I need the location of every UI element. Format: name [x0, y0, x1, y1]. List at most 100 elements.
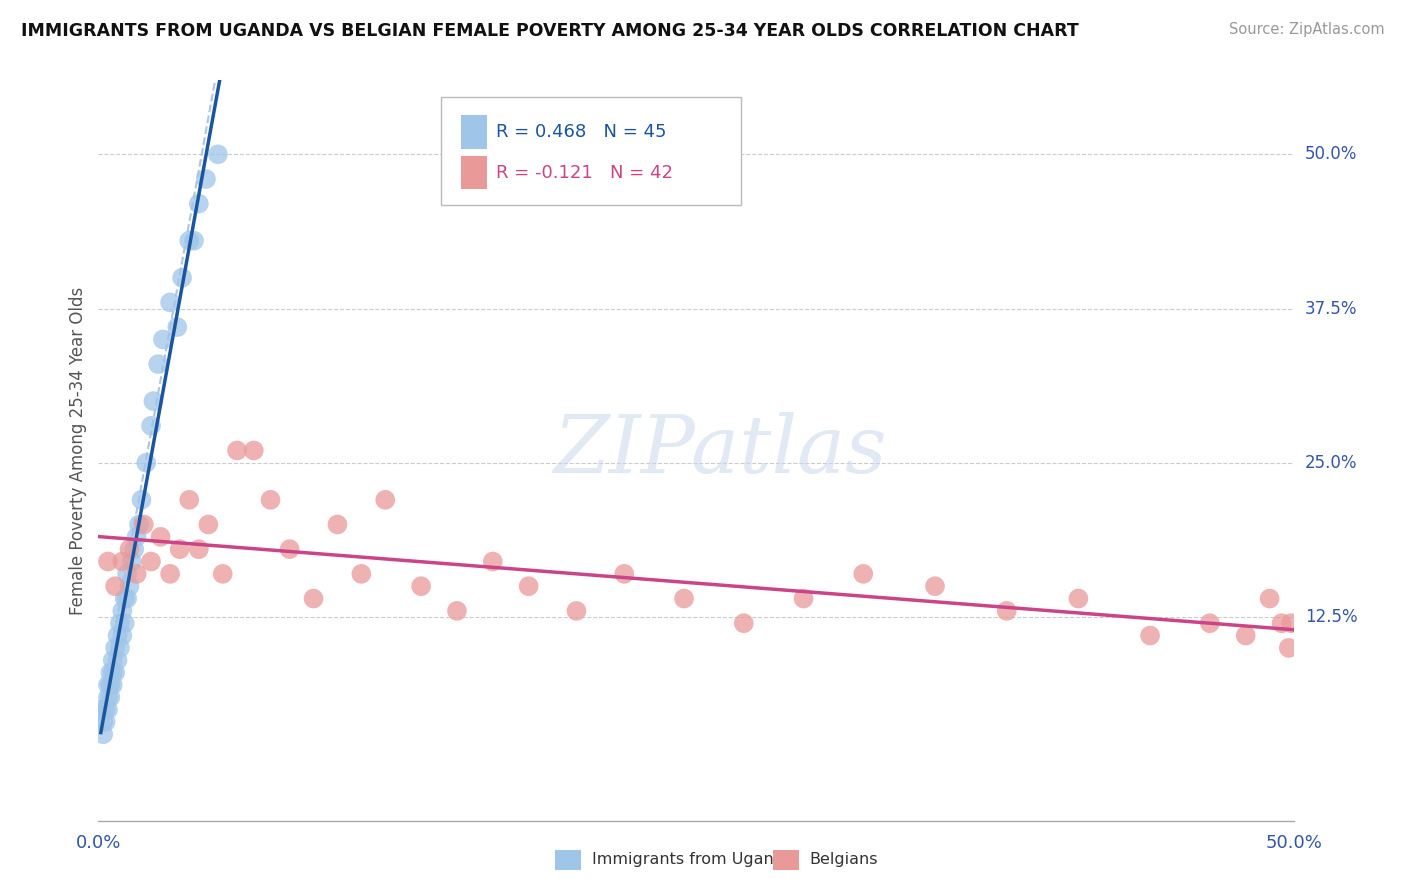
Text: R = -0.121   N = 42: R = -0.121 N = 42 [496, 164, 673, 182]
Point [94, 714, 117, 729]
Point [101, 678, 124, 692]
Point [131, 492, 153, 507]
Point [179, 492, 201, 507]
Point [125, 530, 148, 544]
Point [374, 492, 396, 507]
Point [152, 333, 174, 347]
Point [98, 678, 122, 692]
Point [107, 653, 129, 667]
Point [98, 665, 122, 680]
Point [1139, 629, 1161, 643]
Point [115, 566, 138, 581]
Point [1234, 629, 1257, 643]
FancyBboxPatch shape [461, 156, 486, 189]
Point [179, 234, 201, 248]
Text: 12.5%: 12.5% [1305, 608, 1357, 626]
Point [101, 665, 124, 680]
Point [108, 616, 131, 631]
FancyBboxPatch shape [555, 850, 581, 870]
Point [149, 530, 172, 544]
Point [481, 554, 505, 569]
Point [91, 714, 114, 729]
Text: 25.0%: 25.0% [1305, 454, 1357, 472]
Point [1279, 616, 1302, 631]
FancyBboxPatch shape [461, 115, 486, 149]
Point [115, 591, 138, 606]
Point [97, 690, 120, 705]
Text: IMMIGRANTS FROM UGANDA VS BELGIAN FEMALE POVERTY AMONG 25-34 YEAR OLDS CORRELATI: IMMIGRANTS FROM UGANDA VS BELGIAN FEMALE… [21, 22, 1078, 40]
Point [139, 418, 162, 433]
Point [148, 357, 170, 371]
Point [207, 147, 229, 161]
Text: Belgians: Belgians [810, 853, 879, 867]
Point [733, 616, 755, 631]
Point [132, 517, 155, 532]
Point [1067, 591, 1090, 606]
Point [1258, 591, 1281, 606]
Text: ZIPatlas: ZIPatlas [553, 412, 887, 489]
Point [195, 172, 218, 186]
Point [104, 640, 127, 655]
Point [183, 234, 205, 248]
Point [118, 542, 141, 557]
Point [111, 629, 134, 643]
Point [104, 579, 127, 593]
Point [121, 554, 143, 569]
Point [517, 579, 540, 593]
Point [197, 517, 219, 532]
FancyBboxPatch shape [441, 96, 741, 204]
Point [111, 604, 134, 618]
Point [118, 579, 141, 593]
Point [97, 703, 120, 717]
Point [159, 295, 181, 310]
Point [1271, 616, 1294, 631]
Point [94, 703, 117, 717]
Point [166, 320, 188, 334]
Point [302, 591, 325, 606]
Y-axis label: Female Poverty Among 25-34 Year Olds: Female Poverty Among 25-34 Year Olds [69, 286, 87, 615]
Point [114, 616, 136, 631]
Point [1199, 616, 1222, 631]
Point [104, 665, 127, 680]
Point [97, 554, 120, 569]
Point [673, 591, 696, 606]
Point [243, 443, 266, 458]
Point [278, 542, 301, 557]
Point [124, 542, 146, 557]
Point [125, 566, 148, 581]
Point [187, 196, 209, 211]
Point [114, 591, 136, 606]
Point [139, 554, 162, 569]
Point [172, 270, 194, 285]
Point [111, 554, 134, 569]
Point [159, 566, 181, 581]
Point [90, 703, 112, 717]
Point [446, 604, 468, 618]
Point [187, 542, 209, 557]
Point [98, 690, 122, 705]
Point [995, 604, 1018, 618]
Point [326, 517, 349, 532]
Point [142, 394, 165, 409]
Point [852, 566, 875, 581]
Point [411, 579, 433, 593]
Text: R = 0.468   N = 45: R = 0.468 N = 45 [496, 123, 666, 141]
Point [107, 629, 129, 643]
Point [101, 653, 124, 667]
Point [128, 517, 150, 532]
Point [350, 566, 373, 581]
FancyBboxPatch shape [773, 850, 799, 870]
Text: 50.0%: 50.0% [1305, 145, 1357, 163]
Point [211, 566, 233, 581]
Point [565, 604, 588, 618]
Point [613, 566, 636, 581]
Point [135, 456, 157, 470]
Point [259, 492, 281, 507]
Point [793, 591, 815, 606]
Text: 37.5%: 37.5% [1305, 300, 1357, 318]
Point [97, 678, 120, 692]
Point [169, 542, 191, 557]
Point [924, 579, 946, 593]
Point [226, 443, 249, 458]
Text: Immigrants from Uganda: Immigrants from Uganda [592, 853, 794, 867]
